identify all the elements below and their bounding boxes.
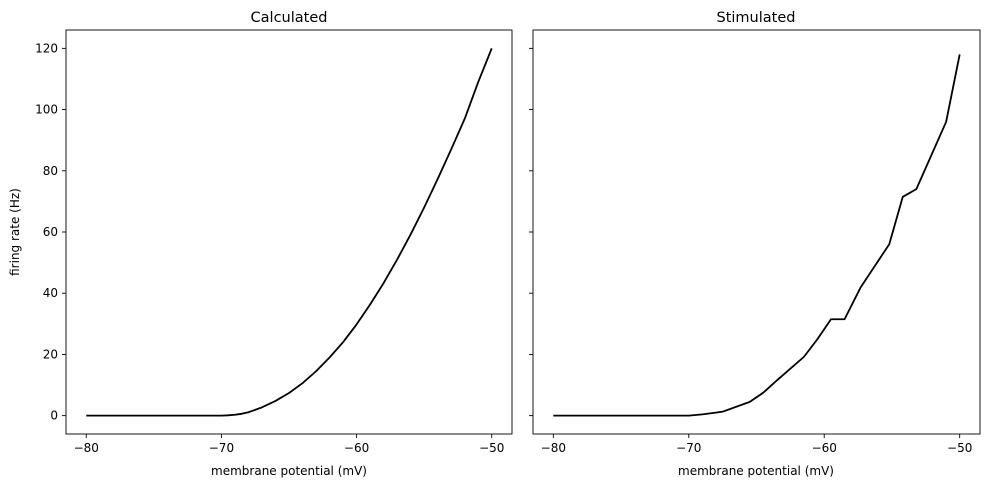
x-tick-label: −50	[947, 441, 972, 455]
x-tick-label: −50	[479, 441, 504, 455]
series-line	[86, 48, 493, 417]
x-tick-label: −80	[541, 441, 566, 455]
y-tick-label: 60	[43, 225, 58, 239]
x-tick-label: −70	[209, 441, 234, 455]
x-tick-label: −60	[812, 441, 837, 455]
x-axis-label: membrane potential (mV)	[678, 464, 834, 478]
plot-area: −80 −70 −60 −50 0 20 40 60 80 100 120	[35, 29, 513, 455]
y-axis-label: firing rate (Hz)	[8, 188, 22, 276]
plot-area: −80 −70 −60 −50	[529, 29, 981, 455]
x-tick-label: −60	[344, 441, 369, 455]
series-line	[553, 54, 961, 417]
y-tick-label: 80	[43, 164, 58, 178]
y-tick-label: 120	[35, 41, 58, 55]
y-tick-label: 20	[43, 347, 58, 361]
y-tick-label: 100	[35, 103, 58, 117]
x-axis-label: membrane potential (mV)	[211, 464, 367, 478]
panel-calculated: Calculated −80 −70 −60 −50 0 20 40 60 80 100 120 m…	[8, 10, 513, 478]
panel-stimulated: Stimulated −80 −70 −60 −50 membrane potenti…	[529, 10, 981, 478]
panel-title: Calculated	[251, 10, 328, 26]
x-tick-label: −70	[676, 441, 701, 455]
y-tick-label: 40	[43, 286, 58, 300]
y-tick-label: 0	[50, 409, 58, 423]
x-tick-label: −80	[74, 441, 99, 455]
panel-title: Stimulated	[717, 10, 796, 26]
